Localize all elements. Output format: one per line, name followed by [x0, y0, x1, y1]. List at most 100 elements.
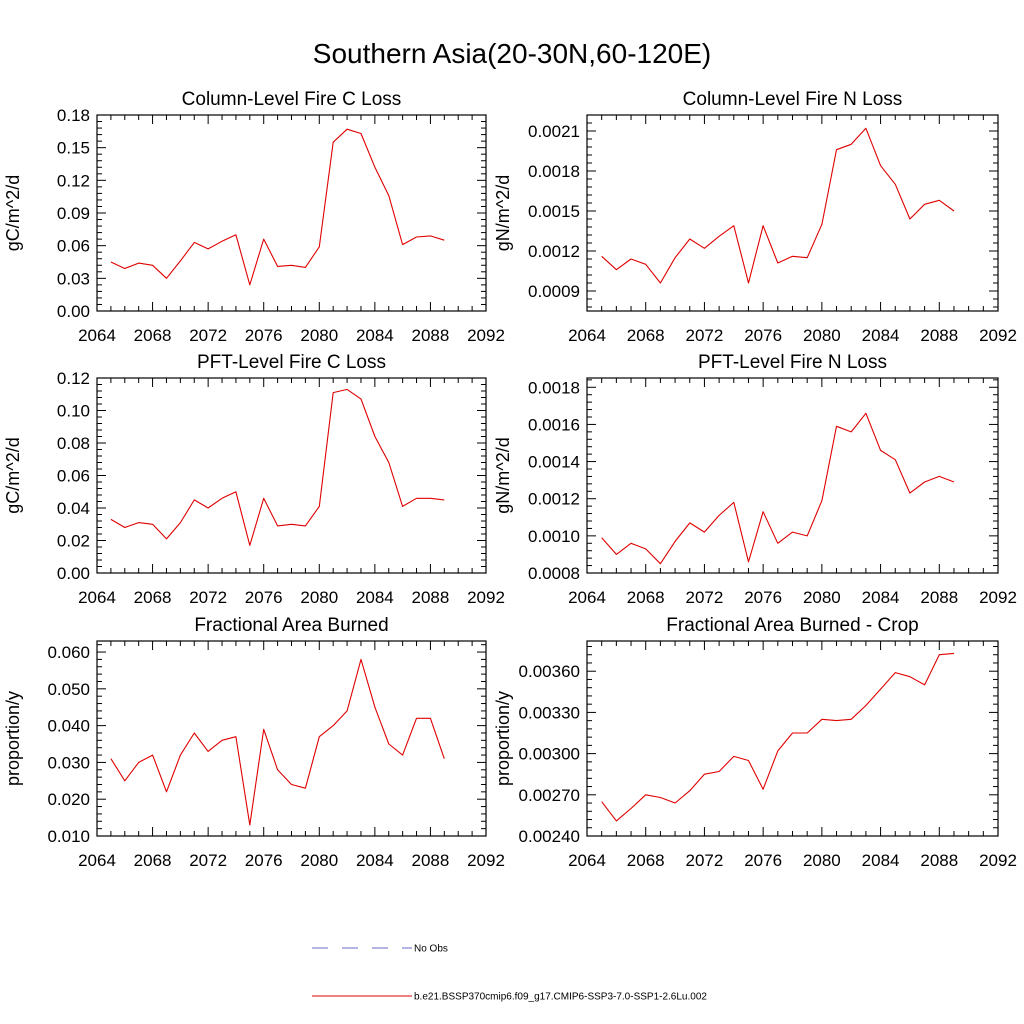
legend-label-no-obs: No Obs: [414, 944, 448, 955]
x-tick-label: 2080: [300, 326, 338, 345]
x-tick-label: 2084: [356, 326, 394, 345]
y-tick-label: 0.09: [57, 204, 90, 223]
y-axis-label: gN/m^2/d: [493, 175, 513, 251]
plot-frame: [96, 640, 487, 837]
y-tick-label: 0.030: [47, 753, 90, 772]
y-tick-label: 0.0012: [528, 242, 580, 261]
y-tick-label: 0.18: [57, 106, 90, 125]
x-tick-label: 2068: [134, 588, 172, 607]
plot-frame: [96, 114, 487, 312]
x-tick-label: 2076: [245, 588, 283, 607]
plot-frame: [96, 377, 487, 574]
x-tick-label: 2076: [744, 326, 782, 345]
y-tick-label: 0.15: [57, 139, 90, 158]
y-tick-label: 0.00330: [519, 703, 580, 722]
y-tick-label: 0.040: [47, 717, 90, 736]
x-tick-label: 2084: [862, 588, 900, 607]
y-tick-label: 0.00: [57, 302, 90, 321]
x-tick-label: 2084: [862, 851, 900, 870]
x-tick-label: 2080: [803, 588, 841, 607]
series-line: [601, 412, 955, 565]
panel-title: PFT-Level Fire N Loss: [698, 352, 887, 373]
y-tick-label: 0.08: [57, 434, 90, 453]
x-tick-label: 2092: [467, 851, 505, 870]
chart-panel-1: Column-Level Fire C Loss gC/m^2/d 2064 2068…: [3, 89, 505, 345]
y-tick-label: 0.0016: [528, 415, 580, 434]
y-tick-label: 0.0015: [528, 202, 580, 221]
y-tick-label: 0.02: [57, 532, 90, 551]
series-line: [110, 128, 445, 286]
chart-panel-6: Fractional Area Burned - Crop proportion/…: [493, 615, 1017, 870]
x-tick-label: 2080: [803, 326, 841, 345]
y-axis-label: gC/m^2/d: [3, 437, 23, 513]
x-tick-label: 2068: [627, 851, 665, 870]
plot-frame: [586, 377, 999, 574]
chart-panel-3: PFT-Level Fire C Loss gC/m^2/d 2064 2068 207…: [3, 352, 505, 607]
y-tick-label: 0.0009: [528, 282, 580, 301]
x-tick-label: 2088: [412, 588, 450, 607]
x-tick-label: 2092: [467, 326, 505, 345]
y-tick-label: 0.00: [57, 564, 90, 583]
page-title: Southern Asia(20-30N,60-120E): [312, 38, 712, 69]
y-tick-label: 0.0012: [528, 490, 580, 509]
chart-panels: Column-Level Fire C Loss gC/m^2/d 2064 2068…: [3, 89, 1017, 870]
x-tick-label: 2080: [300, 851, 338, 870]
y-tick-label: 0.0014: [528, 453, 580, 472]
x-tick-label: 2064: [568, 851, 606, 870]
plot-frame: [586, 640, 999, 837]
x-tick-label: 2068: [134, 326, 172, 345]
panel-title: Column-Level Fire C Loss: [182, 89, 402, 110]
x-tick-label: 2064: [568, 588, 606, 607]
panel-title: Column-Level Fire N Loss: [683, 89, 903, 110]
x-tick-label: 2092: [979, 851, 1017, 870]
x-tick-label: 2068: [627, 326, 665, 345]
y-tick-label: 0.00360: [519, 662, 580, 681]
x-tick-label: 2072: [686, 851, 724, 870]
x-tick-label: 2084: [356, 851, 394, 870]
x-tick-label: 2068: [134, 851, 172, 870]
x-tick-label: 2076: [245, 851, 283, 870]
x-tick-label: 2064: [78, 326, 116, 345]
y-tick-label: 0.06: [57, 467, 90, 486]
x-tick-label: 2092: [467, 588, 505, 607]
y-tick-label: 0.00240: [519, 827, 580, 846]
series-line: [601, 652, 955, 822]
series-line: [110, 658, 445, 826]
x-tick-label: 2092: [979, 588, 1017, 607]
x-tick-label: 2084: [862, 326, 900, 345]
chart-panel-4: PFT-Level Fire N Loss gN/m^2/d 2064 2068 207…: [493, 352, 1017, 607]
x-tick-label: 2072: [686, 588, 724, 607]
x-tick-label: 2088: [920, 851, 958, 870]
legend: No Obs b.e21.BSSP370cmip6.f09_g17.CMIP6-…: [312, 944, 707, 1003]
x-tick-label: 2080: [300, 588, 338, 607]
x-tick-label: 2072: [189, 588, 227, 607]
chart-panel-5: Fractional Area Burned proportion/y 2064 20…: [3, 615, 505, 870]
y-axis-label: gC/m^2/d: [3, 175, 23, 251]
panel-title: Fractional Area Burned - Crop: [666, 615, 918, 636]
y-tick-label: 0.12: [57, 369, 90, 388]
series-line: [601, 127, 955, 284]
x-tick-label: 2092: [979, 326, 1017, 345]
y-tick-label: 0.12: [57, 171, 90, 190]
panel-title: Fractional Area Burned: [194, 615, 388, 636]
x-tick-label: 2076: [744, 851, 782, 870]
x-tick-label: 2088: [412, 851, 450, 870]
y-tick-label: 0.0021: [528, 122, 580, 141]
y-tick-label: 0.0018: [528, 378, 580, 397]
y-tick-label: 0.00270: [519, 786, 580, 805]
y-tick-label: 0.0010: [528, 527, 580, 546]
y-tick-label: 0.06: [57, 237, 90, 256]
y-tick-label: 0.050: [47, 680, 90, 699]
x-tick-label: 2072: [686, 326, 724, 345]
plot-frame: [586, 114, 999, 312]
series-line: [110, 388, 445, 546]
y-tick-label: 0.04: [57, 499, 90, 518]
y-axis-label: proportion/y: [3, 691, 23, 786]
y-tick-label: 0.03: [57, 269, 90, 288]
y-axis-label: gN/m^2/d: [493, 437, 513, 513]
chart-panel-2: Column-Level Fire N Loss gN/m^2/d 2064 2068…: [493, 89, 1017, 345]
y-tick-label: 0.020: [47, 790, 90, 809]
x-tick-label: 2084: [356, 588, 394, 607]
panel-title: PFT-Level Fire C Loss: [197, 352, 386, 373]
